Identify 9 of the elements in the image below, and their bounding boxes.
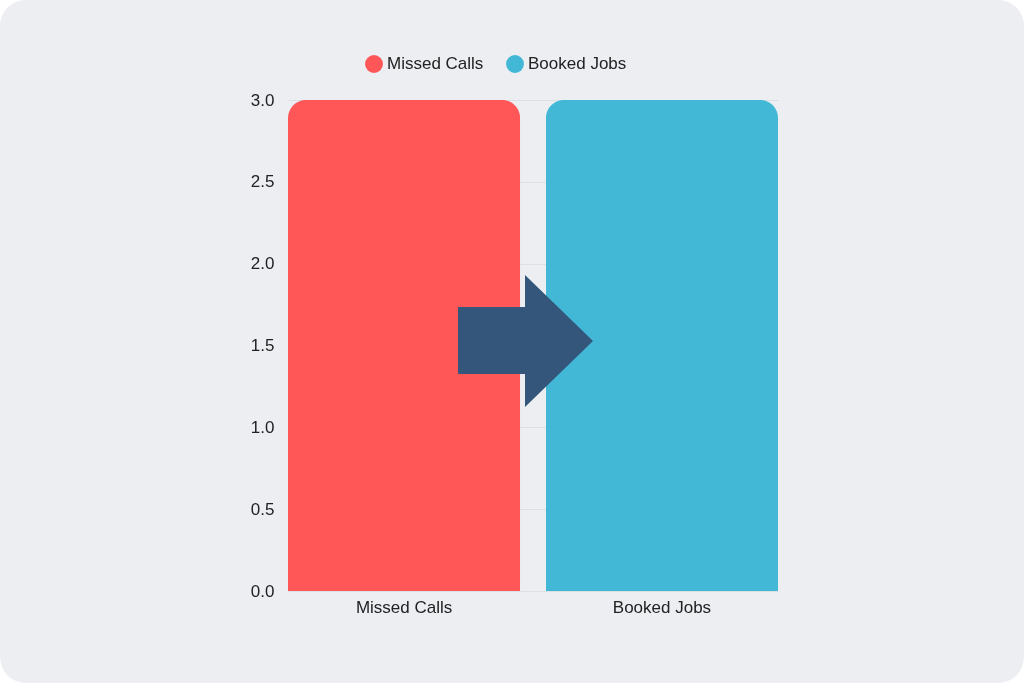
legend-label: Booked Jobs xyxy=(528,54,627,74)
y-tick-label: 0.5 xyxy=(250,499,275,519)
y-tick-label: 2.5 xyxy=(250,172,275,192)
y-tick-label: 1.0 xyxy=(250,417,275,437)
y-tick-label: 1.5 xyxy=(250,336,275,355)
y-tick-label: 2.0 xyxy=(250,254,275,274)
y-tick-label: 0.0 xyxy=(250,581,275,601)
legend-label: Missed Calls xyxy=(387,54,484,74)
y-tick-label: 3.0 xyxy=(250,90,275,110)
